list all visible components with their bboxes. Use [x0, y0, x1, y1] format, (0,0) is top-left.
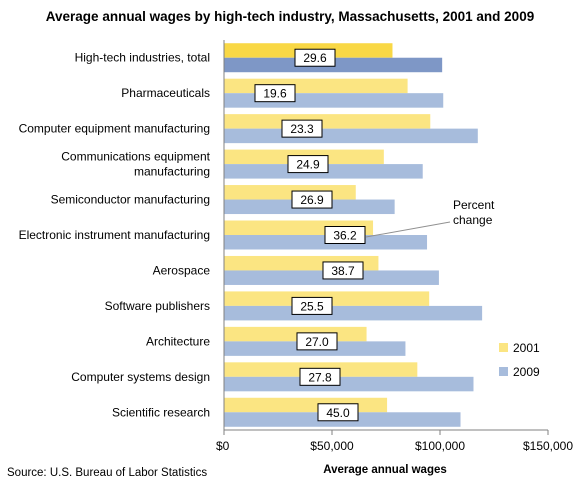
bar-2001-4 [224, 185, 356, 200]
percent-change-note-text: Percent [453, 198, 495, 212]
legend-label-2001: 2001 [513, 341, 540, 355]
bar-2001-10 [224, 397, 388, 413]
percent-change-value: 45.0 [326, 406, 350, 420]
bar-2001-8 [224, 326, 367, 342]
x-tick-label: $50,000 [310, 439, 354, 453]
bar-2009-2 [224, 128, 478, 144]
percent-change-note-text: change [453, 213, 493, 227]
percent-change-box [281, 119, 323, 138]
percent-change-box [294, 48, 336, 67]
percent-change-value: 27.8 [308, 370, 332, 384]
x-axis-title: Average annual wages [323, 464, 447, 476]
x-axis: $0 $50,000 $100,000 $150,000 [216, 40, 573, 453]
percent-change-box [296, 332, 338, 351]
percent-change-value: 27.0 [305, 335, 329, 349]
chart-title: Average annual wages by high-tech indust… [46, 9, 534, 24]
bar-2009-7 [224, 305, 483, 321]
category-label: manufacturing [134, 165, 210, 179]
percent-change-value: 19.6 [263, 87, 287, 101]
percent-change-value: 23.3 [290, 122, 314, 136]
percent-change-box [322, 261, 364, 280]
category-label: High-tech industries, total [75, 51, 210, 65]
category-label: Computer equipment manufacturing [19, 122, 210, 136]
percent-change-note-leader [365, 221, 451, 238]
percent-change-box [324, 226, 366, 244]
x-tick-label: $150,000 [523, 439, 573, 453]
percent-change-value: 38.7 [331, 264, 355, 278]
percent-change-box [291, 296, 333, 315]
bar-2009-9 [224, 376, 474, 392]
percent-change-box [254, 84, 296, 103]
legend-label-2009: 2009 [513, 365, 540, 379]
percent-change-box [299, 367, 341, 386]
legend-swatch-2009 [499, 367, 508, 376]
legend: 2001 2009 [499, 341, 540, 379]
bar-2001-1 [224, 78, 408, 94]
legend-swatch-2001 [499, 343, 508, 352]
category-label: Pharmaceuticals [121, 86, 210, 100]
percent-change-box [291, 190, 333, 209]
category-label: Semiconductor manufacturing [51, 193, 210, 207]
category-label: Architecture [146, 334, 210, 348]
x-tick-label: $0 [216, 439, 230, 453]
percent-change-value: 29.6 [303, 51, 327, 65]
category-label: Electronic instrument manufacturing [19, 228, 210, 242]
percent-change-value: 25.5 [300, 299, 324, 313]
percent-change-value: 26.9 [300, 193, 324, 207]
bar-2001-2 [224, 114, 431, 129]
percent-change-labels: 29.6 19.6 23.3 24.9 26.9 36.2 38.7 25.5 27.0 27.8… [254, 48, 366, 422]
percent-change-value: 36.2 [333, 229, 357, 243]
percent-change-value: 24.9 [296, 158, 320, 172]
x-tick-label: $100,000 [415, 439, 465, 453]
category-label: Communications equipment [61, 150, 210, 164]
category-labels: High-tech industries, total Pharmaceutica… [19, 51, 211, 420]
category-label: Computer systems design [71, 370, 210, 384]
percent-change-box [287, 155, 329, 174]
category-label: Aerospace [153, 263, 211, 277]
source-note: Source: U.S. Bureau of Labor Statistics [7, 467, 207, 479]
percent-change-box [317, 403, 359, 422]
category-label: Software publishers [105, 299, 210, 313]
category-label: Scientific research [112, 405, 210, 419]
